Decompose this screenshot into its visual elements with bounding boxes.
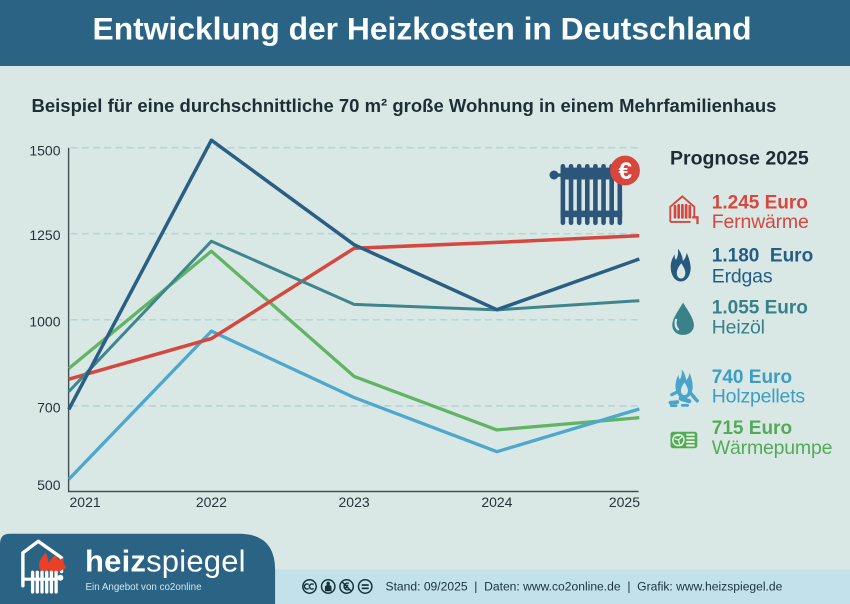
svg-text:715 Euro: 715 Euro	[712, 418, 792, 439]
svg-text:Wärmepumpe: Wärmepumpe	[712, 437, 832, 459]
svg-text:2023: 2023	[339, 494, 370, 510]
svg-text:Fernwärme: Fernwärme	[712, 211, 809, 233]
svg-text:heizspiegel: heizspiegel	[85, 544, 246, 579]
svg-text:Prognose 2025: Prognose 2025	[670, 147, 809, 169]
svg-text:Stand: 09/2025 | Daten: www.: Stand: 09/2025 | Daten: www.co2online.de…	[386, 580, 783, 594]
svg-text:2025: 2025	[609, 494, 640, 510]
svg-text:500: 500	[37, 477, 61, 493]
svg-text:Beispiel für eine durchschnitt: Beispiel für eine durchschnittliche 70 m…	[32, 95, 777, 116]
svg-text:Holzpellets: Holzpellets	[712, 385, 806, 407]
svg-text:2024: 2024	[481, 494, 512, 510]
svg-text:1500: 1500	[29, 143, 60, 159]
svg-text:1000: 1000	[29, 313, 60, 329]
svg-text:Heizöl: Heizöl	[712, 317, 765, 339]
svg-text:700: 700	[37, 400, 61, 416]
svg-text:1250: 1250	[29, 227, 60, 243]
svg-text:Erdgas: Erdgas	[712, 266, 773, 288]
svg-text:1.055 Euro: 1.055 Euro	[712, 298, 808, 319]
svg-text:2021: 2021	[70, 494, 101, 510]
svg-text:2022: 2022	[196, 494, 227, 510]
svg-text:740 Euro: 740 Euro	[712, 367, 792, 388]
svg-text:Ein Angebot von co2online: Ein Angebot von co2online	[86, 582, 203, 593]
svg-text:Entwicklung der Heizkosten in: Entwicklung der Heizkosten in Deutschlan…	[92, 11, 751, 47]
svg-text:1.245 Euro: 1.245 Euro	[712, 193, 808, 214]
svg-text:1.180 Euro: 1.180 Euro	[712, 246, 813, 267]
svg-text:€: €	[618, 158, 632, 185]
